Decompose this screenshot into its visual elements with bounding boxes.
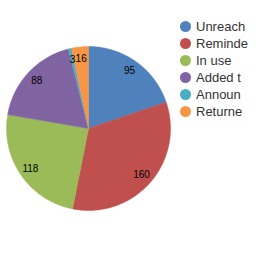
html-text:Returne: Returne xyxy=(196,104,243,119)
html-text:Added t: Added t xyxy=(196,70,241,85)
svg-text:118: 118 xyxy=(22,163,38,174)
html-text:Unreach: Unreach xyxy=(196,19,246,34)
svg-text:95: 95 xyxy=(124,65,136,76)
html-text:Reminde: Reminde xyxy=(196,36,248,51)
svg-text:16: 16 xyxy=(76,53,88,64)
svg-text:160: 160 xyxy=(133,169,150,180)
svg-text:3: 3 xyxy=(69,54,76,65)
html-text:Announ: Announ xyxy=(196,87,241,102)
svg-text:88: 88 xyxy=(31,75,43,86)
html-text:In use: In use xyxy=(196,53,232,68)
